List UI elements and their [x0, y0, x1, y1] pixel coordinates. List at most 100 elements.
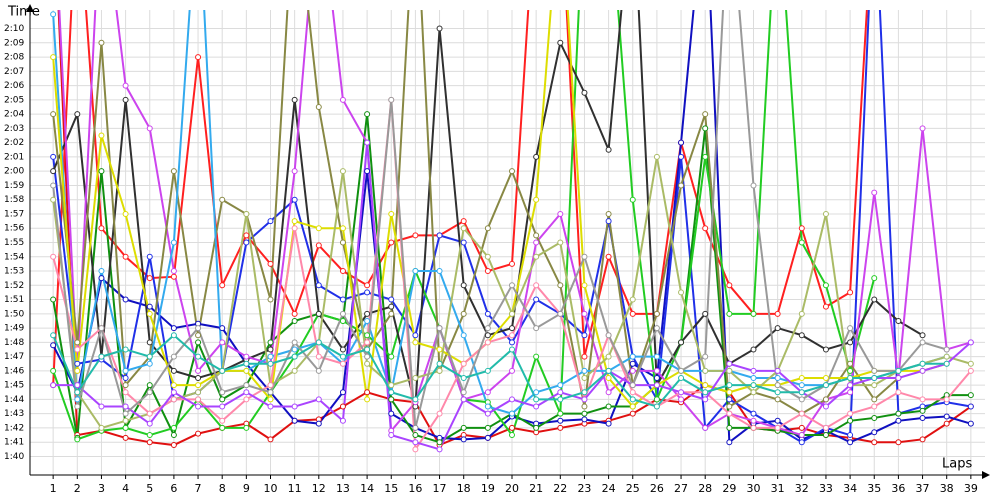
y-tick-label: 2:10 [4, 24, 24, 34]
point [195, 367, 202, 374]
y-tick-label: 1:59 [4, 181, 24, 191]
point [581, 253, 588, 260]
point [557, 417, 564, 424]
point [484, 403, 491, 410]
point [847, 417, 854, 424]
point [364, 332, 371, 339]
point [195, 382, 202, 389]
point [509, 432, 515, 439]
point [581, 410, 588, 417]
point [581, 416, 588, 423]
point [822, 375, 829, 382]
point [50, 196, 57, 203]
x-tick-label: 11 [288, 482, 302, 495]
x-tick-label: 28 [698, 482, 712, 495]
point [315, 103, 322, 110]
point [629, 353, 636, 360]
point [460, 360, 467, 367]
point [267, 436, 274, 443]
point [484, 434, 491, 441]
series-line [52, 10, 900, 415]
x-tick-label: 17 [433, 482, 447, 495]
point [509, 168, 515, 175]
point [798, 439, 805, 446]
point [122, 210, 129, 217]
point [339, 225, 346, 232]
x-tick-label: 14 [360, 482, 374, 495]
x-tick-label: 12 [312, 482, 326, 495]
point [219, 196, 226, 203]
x-tick-label: 20 [505, 482, 519, 495]
point [822, 424, 829, 431]
point [364, 168, 371, 175]
point [822, 432, 829, 439]
point [98, 168, 105, 175]
point [364, 289, 371, 296]
point [726, 403, 733, 410]
point [509, 332, 515, 339]
point [847, 410, 854, 417]
point [629, 310, 636, 317]
point [339, 403, 346, 410]
point [98, 403, 105, 410]
point [533, 403, 540, 410]
point [315, 367, 322, 374]
point [146, 303, 153, 310]
x-axis-title: Laps [942, 457, 972, 472]
point [170, 442, 177, 449]
point [243, 424, 250, 431]
point [653, 403, 660, 410]
point [460, 282, 467, 289]
point [436, 232, 443, 239]
point [339, 360, 346, 367]
point [895, 375, 902, 382]
point [364, 396, 371, 403]
point [460, 436, 467, 443]
point [412, 446, 419, 453]
point [581, 332, 588, 339]
point [629, 360, 636, 367]
point [798, 432, 805, 439]
point [847, 382, 854, 389]
point [339, 296, 346, 303]
point [146, 382, 153, 389]
point [267, 218, 274, 225]
point [581, 375, 588, 382]
point [533, 153, 540, 160]
point [388, 396, 395, 403]
point [195, 325, 202, 332]
point [822, 282, 829, 289]
point [871, 396, 878, 403]
y-tick-label: 2:07 [4, 67, 24, 77]
point [798, 225, 805, 232]
point [581, 89, 588, 96]
point [726, 282, 733, 289]
point [122, 367, 129, 374]
point [364, 339, 371, 346]
point [170, 396, 177, 403]
point [243, 396, 250, 403]
point [774, 310, 781, 317]
point [967, 392, 974, 399]
point [895, 439, 902, 446]
point [943, 360, 950, 367]
point [629, 410, 636, 417]
point [509, 367, 515, 374]
point [919, 436, 926, 443]
point [364, 282, 371, 289]
point [509, 396, 515, 403]
point [74, 360, 81, 367]
ticks: 1:40 1:41 1:42 1:43 1:44 1:45 1:46 1:47 1:48 1:49… [4, 24, 978, 495]
point [219, 339, 226, 346]
point [605, 210, 612, 217]
point [315, 242, 322, 249]
point [339, 353, 346, 360]
point [170, 168, 177, 175]
point [50, 11, 57, 18]
point [822, 396, 829, 403]
point [291, 218, 298, 225]
point [364, 389, 371, 396]
point [509, 346, 515, 353]
point [219, 417, 226, 424]
